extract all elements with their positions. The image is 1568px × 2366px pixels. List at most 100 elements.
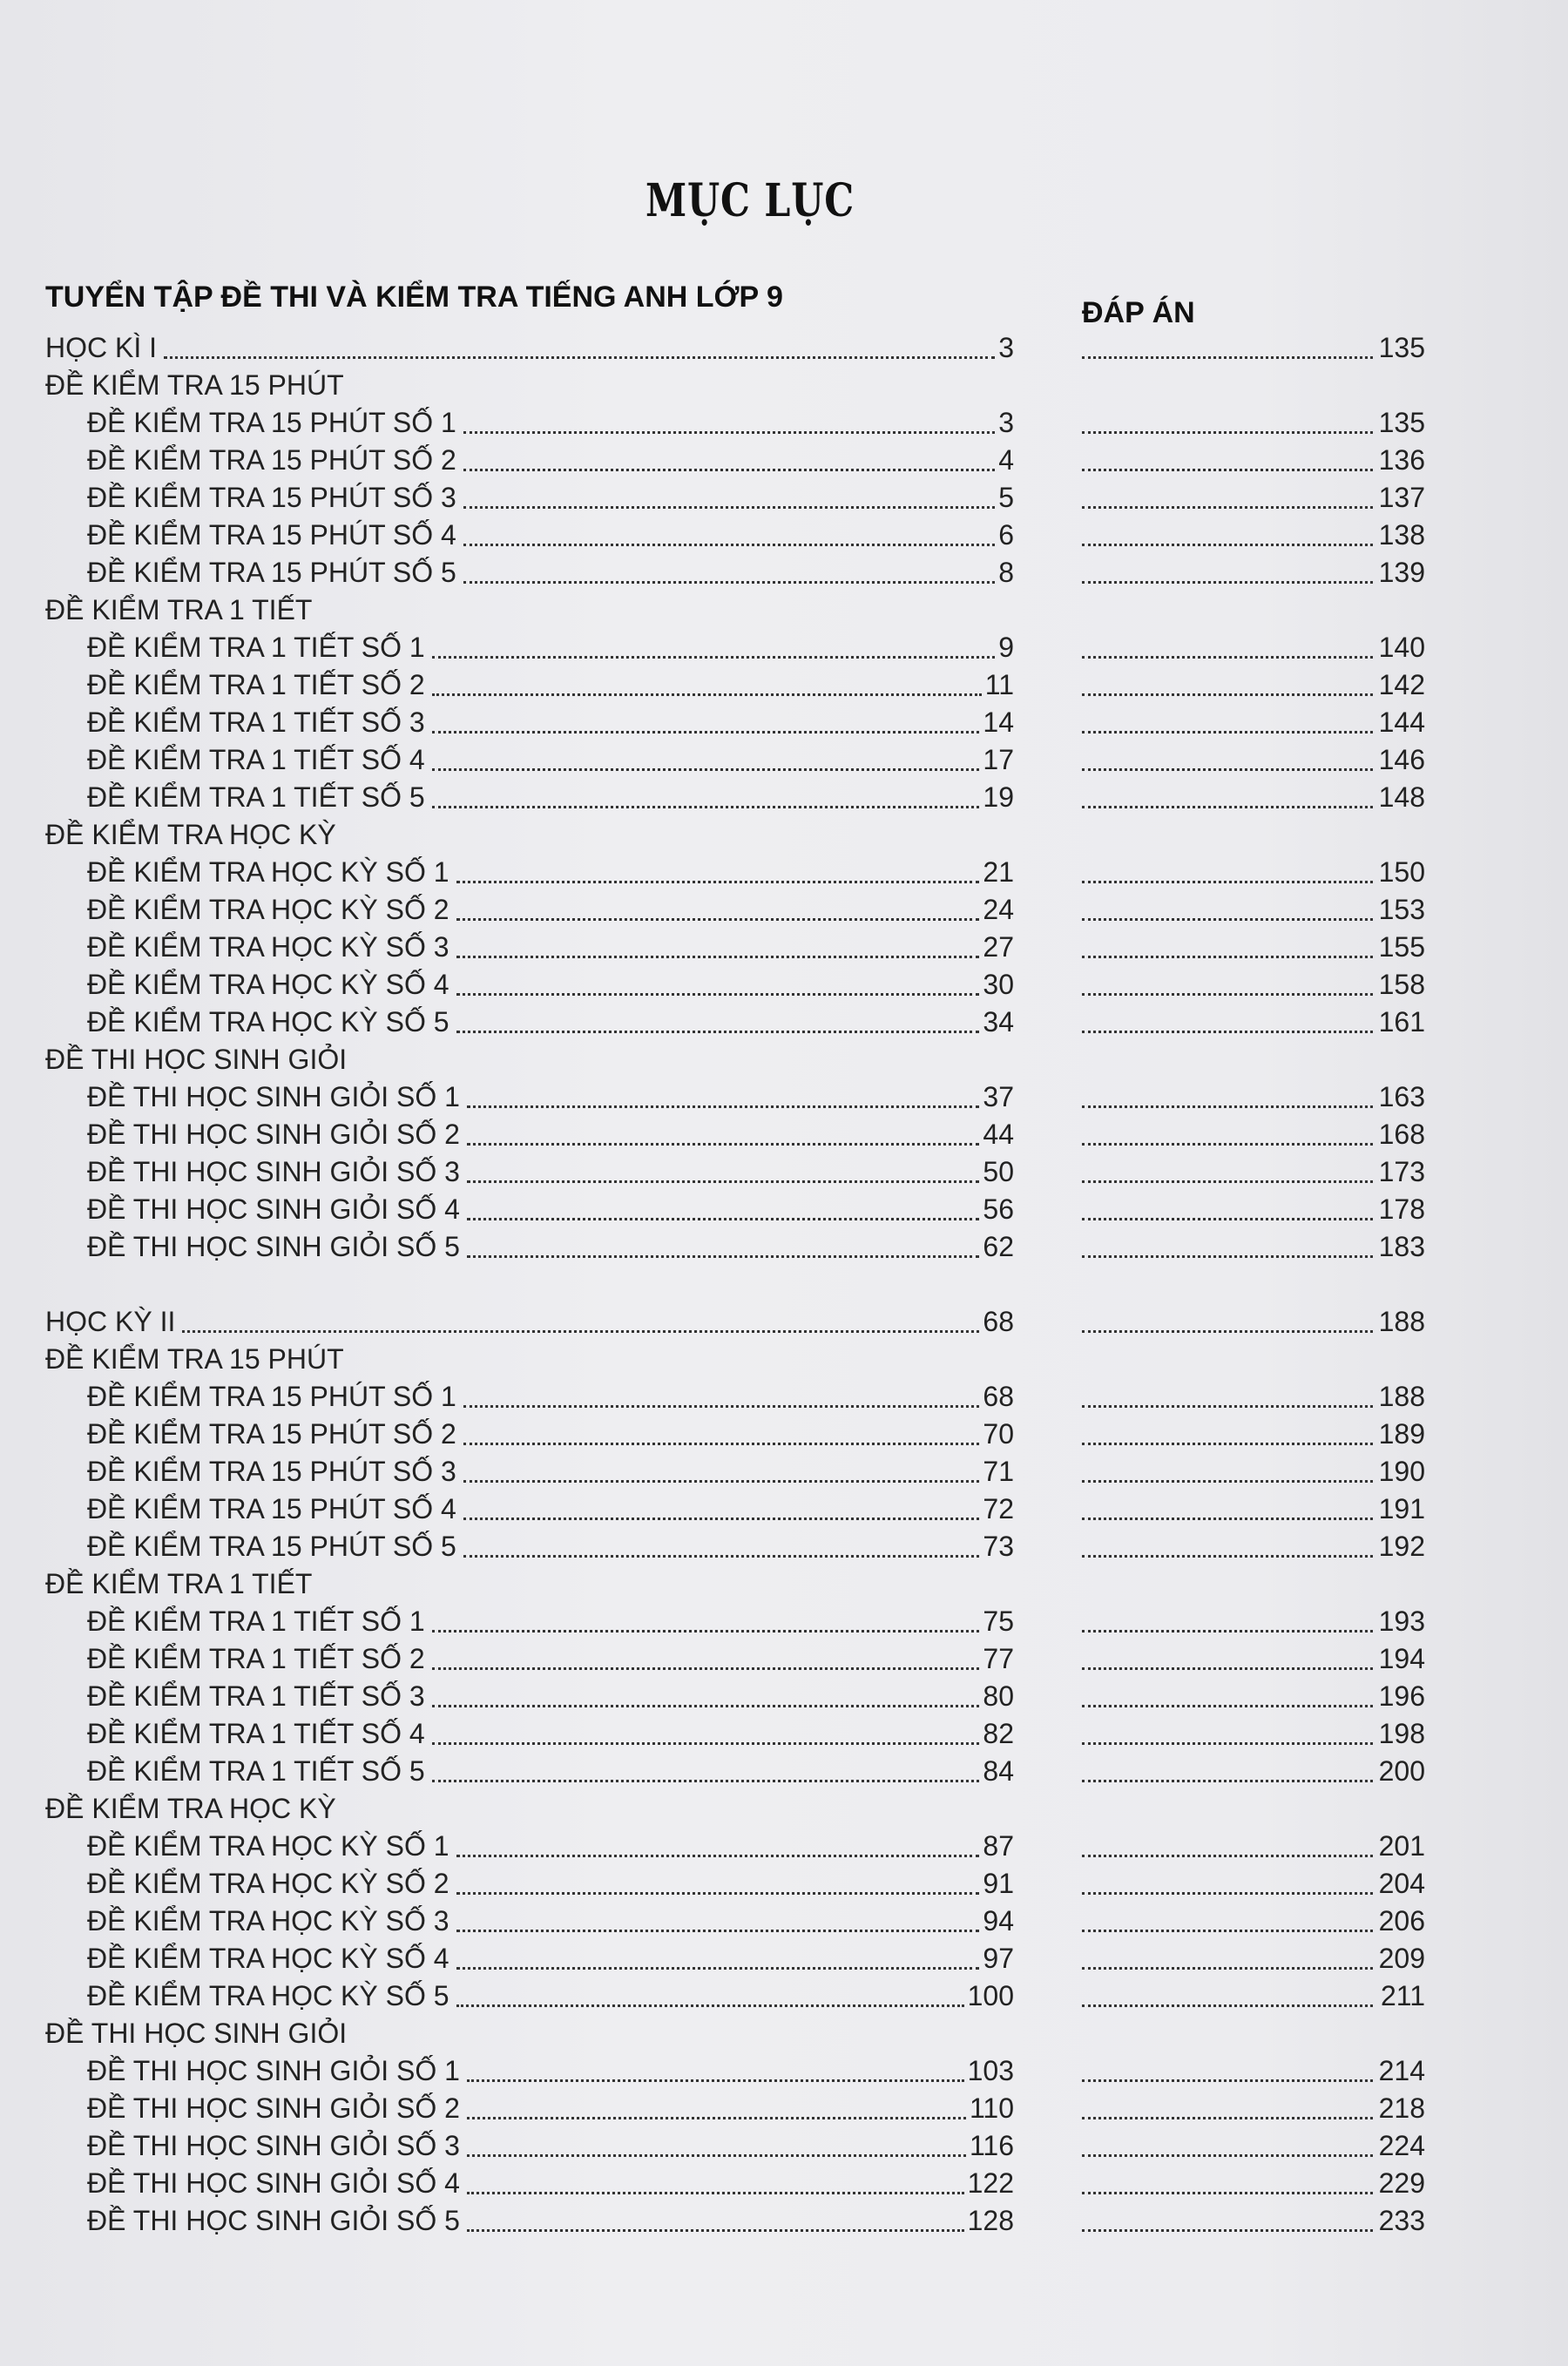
toc-entry-label: ĐỀ THI HỌC SINH GIỎI SỐ 3 [87,1156,460,1187]
dot-leader [463,465,995,471]
toc-entry-label: ĐỀ KIỂM TRA HỌC KỲ SỐ 1 [87,856,449,888]
answer-dot-leader [1082,1180,1373,1183]
dot-leader [467,2113,966,2119]
toc-section-heading: ĐỀ KIỂM TRA HỌC KỲ [0,1790,1568,1828]
toc-entry-label: ĐỀ KIỂM TRA 15 PHÚT SỐ 3 [87,1456,456,1487]
dot-leader [467,1177,979,1183]
toc-entry: ĐỀ KIỂM TRA HỌC KỲ SỐ 1 87 201 [0,1828,1568,1865]
toc-entry-label: ĐỀ KIỂM TRA HỌC KỲ SỐ 4 [87,1943,449,1974]
toc-entry-label: ĐỀ KIỂM TRA HỌC KỲ SỐ 3 [87,1905,449,1937]
dot-leader [463,503,995,509]
toc-entry-label: ĐỀ KIỂM TRA 15 PHÚT SỐ 5 [87,557,456,588]
toc-answer-page-number: 153 [1378,894,1425,925]
toc-page-number: 68 [983,1306,1014,1337]
toc-entry: ĐỀ KIỂM TRA 1 TIẾT SỐ 4 82 198 [0,1715,1568,1753]
answer-dot-leader [1082,1143,1373,1146]
toc-page-number: 19 [983,781,1014,813]
toc-entry: ĐỀ KIỂM TRA 15 PHÚT SỐ 5 73 192 [0,1528,1568,1565]
toc-page-number: 94 [983,1905,1014,1937]
toc-entry: ĐỀ THI HỌC SINH GIỎI SỐ 5 128 233 [0,2202,1568,2240]
toc-entry-label: ĐỀ KIỂM TRA HỌC KỲ SỐ 1 [87,1830,449,1862]
toc-entry-label: ĐỀ THI HỌC SINH GIỎI SỐ 4 [87,1193,460,1225]
dot-leader [463,1551,979,1558]
toc-section-heading: ĐỀ KIỂM TRA 1 TIẾT [0,1565,1568,1603]
toc-page-number: 62 [983,1231,1014,1262]
toc-section-heading: ĐỀ KIỂM TRA HỌC KỲ [0,816,1568,854]
toc-answer-page-number: 183 [1378,1231,1425,1262]
answer-dot-leader [1082,1405,1373,1408]
toc-entry: ĐỀ THI HỌC SINH GIỎI SỐ 3 50 173 [0,1153,1568,1191]
toc-entry-label: ĐỀ KIỂM TRA HỌC KỲ [45,819,336,850]
toc-entry: ĐỀ KIỂM TRA 15 PHÚT SỐ 4 6 138 [0,517,1568,554]
toc-entry-label: ĐỀ KIỂM TRA 15 PHÚT SỐ 3 [87,482,456,513]
toc-page-number: 30 [983,969,1014,1000]
toc-entry: ĐỀ KIỂM TRA 15 PHÚT SỐ 4 72 191 [0,1491,1568,1528]
answer-dot-leader [1082,1967,1373,1970]
toc-page-number: 73 [983,1531,1014,1562]
toc-answer-page-number: 189 [1378,1418,1425,1450]
answer-dot-leader [1082,544,1373,546]
toc-answer-page-number: 200 [1378,1755,1425,1787]
toc-answer-page-number: 218 [1378,2092,1425,2124]
toc-entry-label: ĐỀ KIỂM TRA 1 TIẾT SỐ 3 [87,1680,425,1712]
answer-dot-leader [1082,2154,1373,2157]
toc-entry: ĐỀ THI HỌC SINH GIỎI SỐ 4 56 178 [0,1191,1568,1228]
answer-dot-leader [1082,1630,1373,1633]
answer-dot-leader [1082,506,1373,509]
toc-entry: ĐỀ KIỂM TRA 15 PHÚT SỐ 3 71 190 [0,1453,1568,1491]
answer-dot-leader [1082,993,1373,996]
toc-answer-page-number: 214 [1378,2055,1425,2086]
toc-answer-page-number: 135 [1378,407,1425,438]
toc-page-number: 4 [998,444,1014,476]
toc-page-number: 82 [983,1718,1014,1749]
answer-dot-leader [1082,656,1373,659]
answer-column-header: ĐÁP ÁN [1082,296,1195,329]
toc-entry: ĐỀ KIỂM TRA HỌC KỲ SỐ 4 30 158 [0,966,1568,1004]
answer-dot-leader [1082,881,1373,883]
toc-entry: ĐỀ THI HỌC SINH GIỎI SỐ 4 122 229 [0,2165,1568,2202]
toc-answer-page-number: 161 [1378,1006,1425,1038]
toc-entry-label: ĐỀ KIỂM TRA HỌC KỲ SỐ 2 [87,1868,449,1899]
toc-page-number: 87 [983,1830,1014,1862]
toc-entry: ĐỀ KIỂM TRA 1 TIẾT SỐ 3 80 196 [0,1678,1568,1715]
toc-entry-label: ĐỀ KIỂM TRA HỌC KỲ SỐ 2 [87,894,449,925]
toc-entry: ĐỀ KIỂM TRA 1 TIẾT SỐ 1 75 193 [0,1603,1568,1640]
dot-leader [467,2076,964,2082]
dot-leader [467,1102,979,1108]
toc-answer-page-number: 204 [1378,1868,1425,1899]
dot-leader [432,802,979,808]
toc-answer-page-number: 201 [1378,1830,1425,1862]
toc-page-number: 103 [967,2055,1014,2086]
toc-page-number: 50 [983,1156,1014,1187]
dot-leader [456,877,979,883]
toc-entry-label: ĐỀ KIỂM TRA 1 TIẾT SỐ 2 [87,1643,425,1674]
toc-page-number: 21 [983,856,1014,888]
toc-entry: ĐỀ KIỂM TRA HỌC KỲ SỐ 2 24 153 [0,891,1568,929]
toc-entry-label: ĐỀ KIỂM TRA 15 PHÚT [45,369,344,401]
toc-section-heading: ĐỀ THI HỌC SINH GIỎI [0,2015,1568,2052]
answer-dot-leader [1082,918,1373,921]
toc-answer-page-number: 188 [1378,1381,1425,1412]
toc-answer-page-number: 190 [1378,1456,1425,1487]
toc-entry: ĐỀ THI HỌC SINH GIỎI SỐ 1 103 214 [0,2052,1568,2090]
dot-leader [467,2151,966,2157]
dot-leader [456,2001,964,2007]
toc-answer-page-number: 198 [1378,1718,1425,1749]
toc-page-number: 128 [967,2205,1014,2236]
toc-entry-label: ĐỀ THI HỌC SINH GIỎI SỐ 1 [87,1081,460,1112]
toc-entry: ĐỀ KIỂM TRA HỌC KỲ SỐ 3 27 155 [0,929,1568,966]
toc-entry: ĐỀ KIỂM TRA HỌC KỲ SỐ 5 100 211 [0,1977,1568,2015]
toc-page-number: 6 [998,519,1014,551]
toc-entry-label: ĐỀ KIỂM TRA 1 TIẾT SỐ 2 [87,669,425,700]
answer-dot-leader [1082,1555,1373,1558]
toc-page-number: 3 [998,332,1014,363]
answer-dot-leader [1082,2004,1373,2007]
answer-dot-leader [1082,1255,1373,1258]
answer-dot-leader [1082,1742,1373,1745]
dot-leader [456,1027,979,1033]
toc-entry: ĐỀ THI HỌC SINH GIỎI SỐ 2 44 168 [0,1116,1568,1153]
toc-section-heading: ĐỀ KIỂM TRA 15 PHÚT [0,1341,1568,1378]
toc-answer-page-number: 137 [1378,482,1425,513]
dot-leader [182,1327,979,1333]
toc-answer-page-number: 139 [1378,557,1425,588]
